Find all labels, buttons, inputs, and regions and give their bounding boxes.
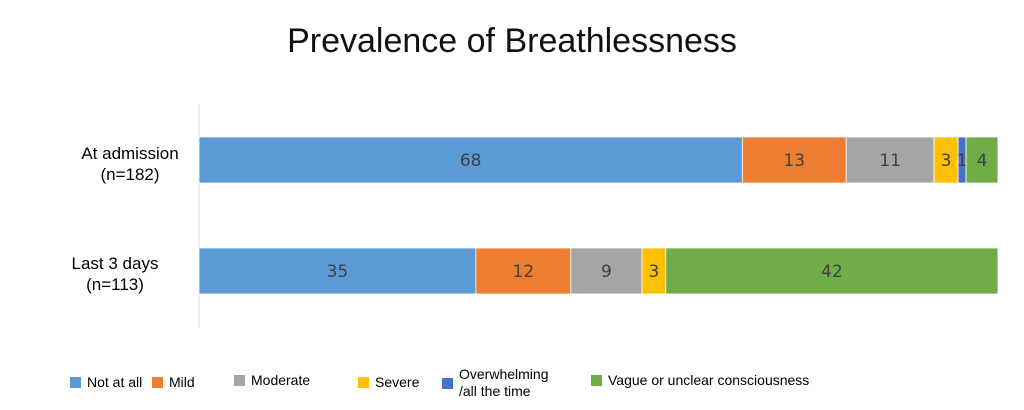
bar-segment: [475, 247, 572, 295]
category-label-last-3-days: Last 3 days (n=113): [71, 254, 159, 294]
bar-segment: [198, 247, 477, 295]
legend-swatch-overwhelming: [442, 377, 453, 389]
bar-segment: [965, 136, 999, 184]
bar-segment: [665, 247, 999, 295]
legend-item-not-at-all: Not at all: [70, 374, 142, 391]
data-label: 42: [821, 262, 843, 282]
legend-label: Overwhelming /all the time: [459, 366, 549, 399]
legend-swatch-not-at-all: [70, 377, 81, 388]
legend-label: Vague or unclear consciousness: [608, 372, 810, 388]
bar-segment: [198, 136, 743, 184]
legend-swatch-vague: [591, 375, 602, 386]
legend: Not at all Mild Moderate Severe Overwhel…: [0, 366, 1024, 406]
data-label: 35: [327, 262, 349, 282]
legend-item-moderate: Moderate: [234, 372, 310, 389]
data-label: 68: [460, 151, 482, 171]
legend-swatch-mild: [152, 377, 163, 388]
category-label-at-admission: At admission (n=182): [81, 144, 179, 184]
legend-label: Mild: [169, 374, 195, 390]
legend-item-mild: Mild: [152, 374, 195, 391]
legend-item-severe: Severe: [358, 374, 419, 391]
data-label: 3: [648, 262, 659, 282]
legend-item-vague: Vague or unclear consciousness: [591, 372, 809, 389]
legend-swatch-severe: [358, 377, 369, 388]
chart-title: Prevalence of Breathlessness: [287, 22, 737, 60]
data-label: 13: [783, 151, 805, 171]
bar-segment: [845, 136, 935, 184]
stacked-bar-chart: 68 13 11 3 1 435 12 9 3 42: [198, 104, 999, 328]
legend-swatch-moderate: [234, 375, 245, 386]
bars-group: 68 13 11 3 1 435 12 9 3 42: [198, 136, 999, 295]
legend-item-overwhelming: Overwhelming /all the time: [442, 366, 548, 400]
data-label: 9: [601, 262, 612, 282]
legend-label: Moderate: [251, 372, 311, 388]
data-label: 12: [513, 262, 535, 282]
legend-label: Severe: [375, 374, 420, 390]
data-label: 1: [957, 151, 968, 171]
legend-label: Not at all: [87, 374, 143, 390]
data-label: 4: [977, 151, 988, 171]
data-label: 3: [941, 151, 952, 171]
data-label: 11: [879, 151, 901, 171]
